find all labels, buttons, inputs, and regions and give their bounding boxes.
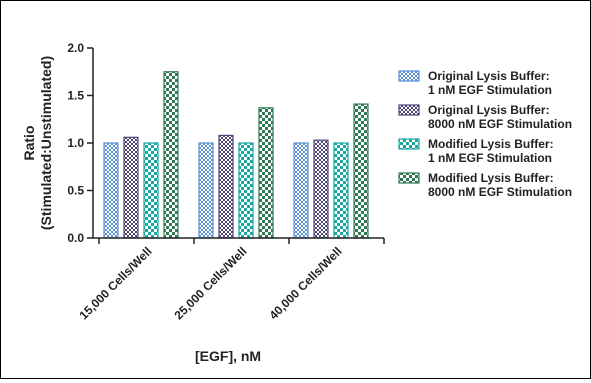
legend-swatch [398,104,420,116]
legend-swatch [398,138,420,150]
bar-series-4-3 [353,103,369,239]
y-axis-title-line: (Stimulated:Unstimulated) [38,56,54,230]
bar-series-2-2 [218,134,234,239]
legend: Original Lysis Buffer: 1 nM EGF Stimulati… [398,69,572,199]
bars [103,71,369,239]
bar-series-1-2 [198,142,214,239]
bar-series-3-1 [143,142,159,239]
bar-series-1-1 [103,142,119,239]
legend-entry: Modified Lysis Buffer: 1 nM EGF Stimulati… [428,137,554,165]
x-axis-title: [EGF], nM [195,348,261,364]
bar-series-3-3 [333,142,349,239]
bar-series-2-3 [313,139,329,239]
legend-swatch [398,172,420,184]
y-axis-title-line: Ratio [21,126,37,161]
y-tick-label: 1.0 [67,136,84,150]
y-axis: 0.0 0.5 1.0 1.5 2.0 [67,41,94,245]
y-tick-label: 0.0 [67,231,84,245]
bar-series-4-1 [163,71,179,239]
x-tick-label: 15,000 Cells/Well [76,244,154,322]
bar-series-3-2 [238,142,254,239]
y-tick-label: 1.5 [67,89,84,103]
bar-series-2-1 [123,136,139,239]
legend-swatch [398,70,420,82]
y-tick-label: 0.5 [67,184,84,198]
x-axis: 15,000 Cells/Well 25,000 Cells/Well 40,000… [76,237,385,322]
bar-series-1-3 [293,142,309,239]
y-tick-label: 2.0 [67,41,84,55]
legend-entry: Original Lysis Buffer: 1 nM EGF Stimulati… [428,69,552,97]
legend-entry: Modified Lysis Buffer: 8000 nM EGF Stimul… [428,171,572,199]
legend-entry: Original Lysis Buffer: 8000 nM EGF Stimul… [428,103,572,131]
x-tick-label: 40,000 Cells/Well [266,244,344,322]
x-tick-label: 25,000 Cells/Well [171,244,249,322]
svg-text:Ratio(Stimulated:Unstimulated): Ratio(Stimulated:Unstimulated) [21,56,54,230]
y-axis-title: Ratio(Stimulated:Unstimulated) [21,56,54,230]
bar-series-4-2 [258,107,274,239]
